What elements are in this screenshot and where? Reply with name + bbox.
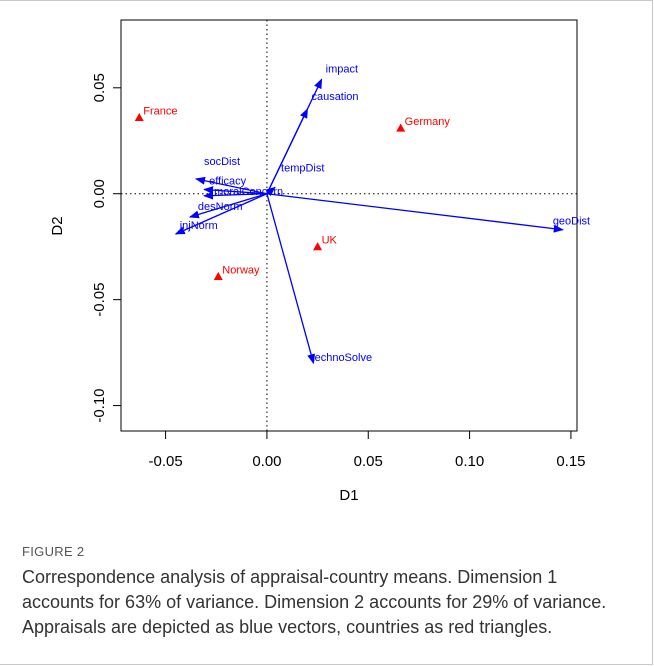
reference-lines <box>121 20 577 431</box>
vector-label-geodist: geoDist <box>553 216 590 228</box>
y-axis: -0.10 -0.05 0.00 0.05 <box>91 73 122 423</box>
vector-label-injnorm: injNorm <box>180 220 218 232</box>
country-label-france: France <box>143 105 177 117</box>
figure-label: FIGURE 2 <box>22 544 85 559</box>
vector-label-tempdist: tempDist <box>281 162 324 174</box>
vector-socdist <box>195 176 268 195</box>
x-tick-label: 0.10 <box>455 453 484 470</box>
y-tick-label: 0.00 <box>91 179 108 208</box>
correspondence-analysis-chart: -0.05 0.00 0.05 0.10 0.15 -0.10 -0.05 0.00 0.05… <box>49 19 590 504</box>
y-tick-label: 0.05 <box>91 73 108 102</box>
vector-label-socdist: socDist <box>204 156 240 168</box>
vector-label-technosolve: technoSolve <box>312 352 373 364</box>
country-label-norway: Norway <box>222 264 260 276</box>
x-tick-label: -0.05 <box>148 453 182 470</box>
country-label-germany: Germany <box>405 116 451 128</box>
country-marker-uk <box>313 242 323 251</box>
vector-label-impact: impact <box>326 63 358 75</box>
vector-causation <box>266 108 309 195</box>
appraisal-vectors: impact causation tempDist geoDist technoSolv… <box>174 63 590 365</box>
figure-caption: Correspondence analysis of appraisal-cou… <box>22 567 607 637</box>
country-marker-germany <box>396 123 406 132</box>
vector-desnorm <box>188 193 268 219</box>
x-tick-label: 0.05 <box>354 453 383 470</box>
vector-label-efficacy: efficacy <box>209 175 247 187</box>
vector-geodist <box>266 193 564 233</box>
x-tick-label: 0.00 <box>252 453 281 470</box>
vector-technosolve <box>266 193 316 365</box>
vector-label-causation: causation <box>311 91 358 103</box>
y-axis-label: D2 <box>49 216 66 235</box>
country-markers: France Germany UK Norway <box>134 105 451 280</box>
vector-label-moralconcern: moralConcern <box>214 186 283 198</box>
x-axis-label: D1 <box>339 487 358 504</box>
vector-injnorm <box>174 193 268 235</box>
vector-efficacy <box>203 186 267 195</box>
vector-moralconcern <box>203 191 267 200</box>
x-axis: -0.05 0.00 0.05 0.10 0.15 <box>148 430 586 470</box>
country-marker-france <box>134 112 144 122</box>
vector-tempdist <box>265 186 276 197</box>
y-tick-label: -0.10 <box>91 388 108 422</box>
country-label-uk: UK <box>322 235 338 247</box>
x-tick-label: 0.15 <box>556 453 585 470</box>
y-tick-label: -0.05 <box>91 283 108 317</box>
country-marker-norway <box>213 271 223 280</box>
